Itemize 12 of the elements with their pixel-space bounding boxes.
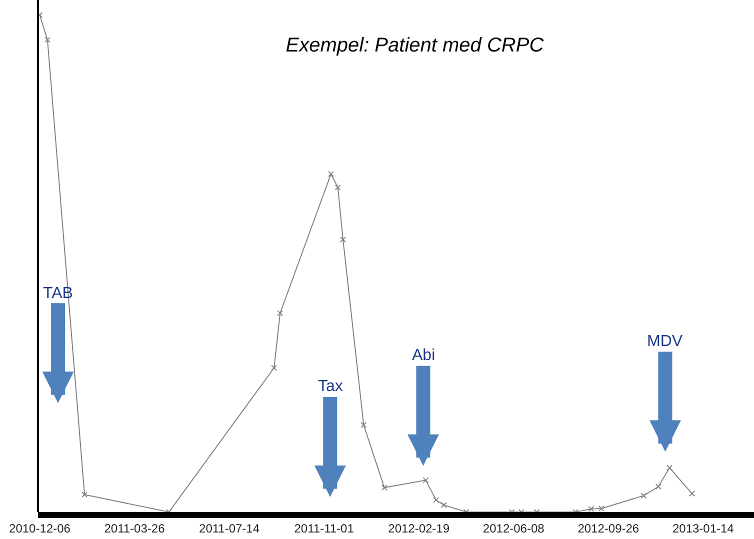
x-tick-label: 2012-02-19 — [388, 521, 450, 536]
annotation: Abi — [412, 347, 436, 364]
x-tick-label: 2012-06-08 — [482, 521, 545, 536]
text: Exempel: Patient med CRPC — [286, 34, 544, 57]
x-tick-label: 2012-09-26 — [578, 521, 640, 536]
x-tick-label: 2013-01-14 — [672, 521, 734, 536]
x-tick-label: 2011-07-14 — [199, 521, 260, 536]
annotation: Tax — [318, 378, 343, 395]
x-tick-label: 2010-12-06 — [9, 521, 71, 536]
annotation: MDV — [647, 333, 683, 350]
x-tick-label: 2011-03-26 — [104, 521, 166, 536]
x-tick-label: 2011-11-01 — [294, 521, 354, 536]
